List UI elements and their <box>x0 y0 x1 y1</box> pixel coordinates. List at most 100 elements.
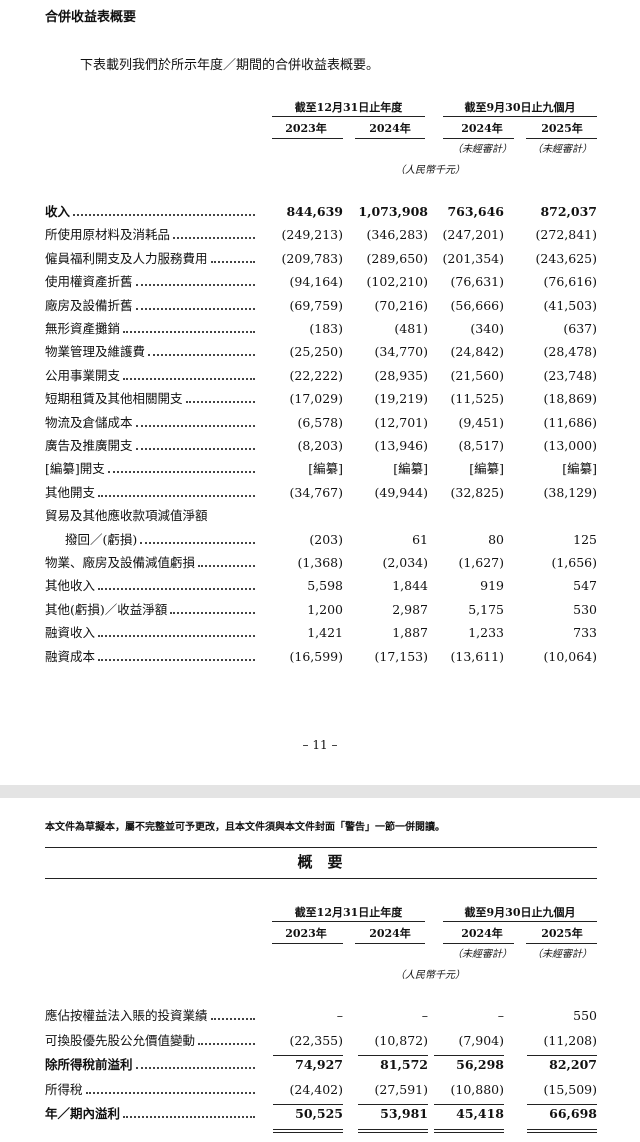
cell-value: (1,656) <box>551 555 597 570</box>
audit-note: （未經審計） <box>532 949 592 960</box>
label-text: 其他開支 <box>45 484 96 500</box>
cell-value: (17,029) <box>289 391 344 407</box>
row-label: 廠房及設備折舊 <box>45 298 258 314</box>
leader-dots <box>98 494 255 497</box>
row-label: 除所得稅前溢利 <box>45 1057 258 1073</box>
row-label: 融資成本 <box>45 649 258 665</box>
label-text: 僱員福利開支及人力服務費用 <box>45 250 208 266</box>
cell-value: (24,402) <box>289 1081 344 1097</box>
rule <box>273 1104 343 1105</box>
leader-dots <box>173 237 255 240</box>
column-year: 2025年 <box>541 927 583 940</box>
label-text: 除所得稅前溢利 <box>45 1057 133 1072</box>
leader-dots <box>85 1091 255 1094</box>
column-year: 2025年 <box>541 122 583 135</box>
cell-value: (289,650) <box>366 250 428 266</box>
leader-dots <box>98 658 255 661</box>
leader-dots <box>135 424 255 427</box>
cell-value: 2,987 <box>392 601 428 617</box>
cell-value: (11,208) <box>543 1032 598 1048</box>
cell-value: (34,767) <box>289 484 344 500</box>
cell-value: 1,233 <box>468 625 504 641</box>
row-label: 貿易及其他應收款項減值淨額 <box>45 508 258 524</box>
cell-value: (22,355) <box>289 1032 344 1048</box>
cell-value: (32,825) <box>450 484 505 500</box>
cell-value: (11,525) <box>450 391 505 407</box>
rule <box>273 1132 343 1133</box>
leader-dots <box>148 354 255 357</box>
leader-dots <box>198 565 255 567</box>
cell-value: (13,946) <box>374 438 429 453</box>
label-text: 物流及倉儲成本 <box>45 414 133 430</box>
label-text: 使用權資產折舊 <box>45 274 133 290</box>
cell-value: (16,599) <box>289 648 344 664</box>
unit-note: （人民幣千元） <box>395 165 465 176</box>
rule <box>358 1129 428 1130</box>
cell-value: 763,646 <box>447 204 504 219</box>
rule <box>272 116 425 117</box>
cell-value: (76,631) <box>450 274 505 290</box>
cell-value: (243,625) <box>535 250 597 266</box>
leader-dots <box>185 401 255 404</box>
cell-value: (1,368) <box>297 555 343 570</box>
cell-value: (19,219) <box>374 391 429 407</box>
rule <box>443 921 597 922</box>
row-label: 所得稅 <box>45 1082 258 1098</box>
draft-note: 本文件為草擬本，屬不完整並可予更改，且本文件須與本文件封面「警告」一節一併閱讀。 <box>45 822 445 833</box>
cell-value: (23,748) <box>543 367 598 383</box>
label-text: 公用事業開支 <box>45 367 121 383</box>
cell-value: (41,503) <box>543 297 598 313</box>
cell-value: (27,591) <box>374 1081 429 1097</box>
cell-value: – <box>336 1008 343 1023</box>
cell-value: 56,298 <box>456 1057 504 1072</box>
cell-value: (203) <box>309 531 343 547</box>
cell-value: (102,210) <box>366 274 428 290</box>
label-text: 物業管理及維護費 <box>45 344 146 360</box>
row-label: 可換股優先股公允價值變動 <box>45 1033 258 1049</box>
rule <box>272 943 343 944</box>
column-group: 截至12月31日止年度 <box>294 906 403 919</box>
label-text: 應佔按權益法入賬的投資業績 <box>45 1008 208 1023</box>
row-label: 其他收入 <box>45 578 258 594</box>
rule <box>443 943 514 944</box>
label-text: 其他收入 <box>45 578 96 594</box>
cell-value: (34,770) <box>374 344 429 360</box>
cell-value: 45,418 <box>456 1106 504 1121</box>
section-title: 概 要 <box>297 853 343 871</box>
row-label: 物流及倉儲成本 <box>45 415 258 431</box>
cell-value: (22,222) <box>289 367 344 383</box>
row-label: 使用權資產折舊 <box>45 274 258 290</box>
cell-value: 125 <box>573 531 597 547</box>
cell-value: 1,200 <box>307 601 343 617</box>
page-divider <box>0 785 640 798</box>
rule <box>358 1104 428 1105</box>
cell-value: (12,701) <box>374 414 429 430</box>
cell-value: (247,201) <box>442 227 504 243</box>
label-text: 收入 <box>45 204 71 219</box>
leader-dots <box>198 1042 255 1045</box>
leader-dots <box>123 331 255 333</box>
column-year: 2024年 <box>369 927 411 940</box>
row-label: 公用事業開支 <box>45 368 258 384</box>
cell-value: (249,213) <box>281 227 343 243</box>
cell-value: 844,639 <box>286 204 343 219</box>
cell-value: 66,698 <box>549 1106 597 1121</box>
cell-value: (21,560) <box>450 367 505 383</box>
cell-value: [編纂] <box>308 461 343 477</box>
title: 合併收益表概要 <box>45 10 137 25</box>
rule <box>272 138 343 139</box>
leader-dots <box>107 471 255 474</box>
row-label: 所使用原材料及消耗品 <box>45 227 258 243</box>
column-group: 截至12月31日止年度 <box>294 101 403 114</box>
intro: 下表載列我們於所示年度／期間的合併收益表概要。 <box>80 58 380 73</box>
leader-dots <box>140 541 255 544</box>
cell-value: (76,616) <box>543 274 598 290</box>
rule <box>526 943 597 944</box>
cell-value: (10,872) <box>374 1032 429 1048</box>
leader-dots <box>135 307 255 310</box>
cell-value: [編纂] <box>393 461 428 477</box>
column-group: 截至9月30日止九個月 <box>464 906 576 919</box>
cell-value: (1,627) <box>458 555 504 570</box>
leader-dots <box>98 635 255 638</box>
